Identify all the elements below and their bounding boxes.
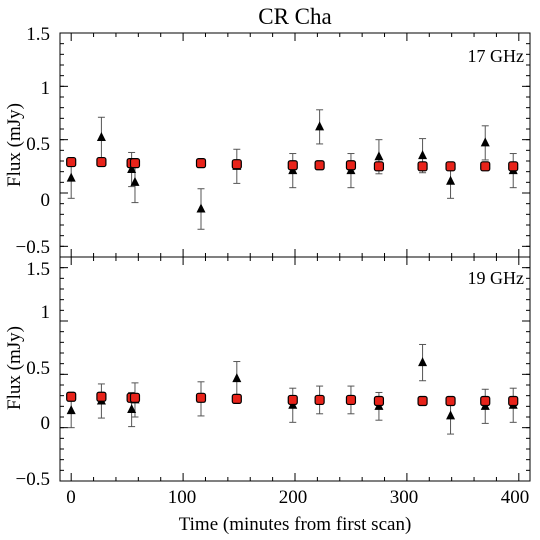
panel-17ghz-frame bbox=[59, 32, 531, 258]
triangle-point bbox=[127, 164, 137, 174]
square-point bbox=[66, 391, 77, 402]
y-tick-label: 0.5 bbox=[26, 358, 50, 379]
square-point bbox=[195, 392, 207, 403]
triangle-point bbox=[232, 373, 242, 383]
square-point bbox=[129, 158, 141, 169]
x-tick-label: 200 bbox=[279, 487, 308, 508]
square-point bbox=[508, 395, 519, 407]
square-point bbox=[508, 161, 519, 172]
square-point bbox=[195, 158, 207, 169]
y-tick-label: −0.5 bbox=[16, 237, 50, 258]
panel-19ghz-ticks bbox=[60, 257, 530, 482]
square-point bbox=[345, 160, 357, 171]
triangle-point bbox=[418, 150, 428, 160]
triangle-point bbox=[127, 404, 137, 414]
triangle-point bbox=[315, 121, 325, 131]
square-point bbox=[96, 391, 107, 402]
triangle-point bbox=[96, 132, 106, 142]
panel-17ghz-ticks bbox=[60, 32, 530, 257]
square-point bbox=[373, 161, 385, 172]
y-tick-label: 1 bbox=[41, 302, 51, 323]
panel-17ghz-label: 17 GHz bbox=[468, 46, 525, 66]
square-point bbox=[417, 161, 428, 172]
y-tick-label: 0 bbox=[41, 190, 51, 211]
y-tick-label: 1 bbox=[41, 78, 51, 99]
panel-17ghz-y-axis-label: Flux (mJy) bbox=[4, 103, 25, 187]
triangle-point bbox=[196, 203, 206, 213]
square-point bbox=[287, 394, 298, 406]
triangle-point bbox=[418, 357, 428, 367]
panel-19ghz-y-axis-label: Flux (mJy) bbox=[4, 326, 25, 410]
panel-19ghz-label: 19 GHz bbox=[468, 268, 525, 288]
x-tick-label: 300 bbox=[390, 487, 419, 508]
triangle-point bbox=[446, 175, 456, 185]
x-tick-label: 400 bbox=[501, 487, 530, 508]
square-point bbox=[373, 395, 385, 407]
y-tick-label: 0 bbox=[41, 413, 51, 434]
square-point bbox=[96, 156, 107, 168]
square-point bbox=[345, 394, 357, 406]
square-point bbox=[445, 395, 456, 407]
triangle-point bbox=[374, 151, 384, 161]
panel-19ghz-marks bbox=[66, 343, 519, 435]
square-point bbox=[314, 160, 325, 171]
square-point bbox=[287, 160, 298, 171]
x-tick-label: 0 bbox=[66, 487, 76, 508]
square-point bbox=[314, 394, 325, 406]
square-point bbox=[480, 395, 491, 407]
triangle-point bbox=[130, 176, 140, 186]
square-point bbox=[231, 159, 242, 170]
triangle-point bbox=[480, 137, 490, 147]
y-tick-label: 1.5 bbox=[26, 24, 50, 45]
square-point bbox=[231, 393, 242, 404]
x-axis-label: Time (minutes from first scan) bbox=[179, 514, 412, 535]
panel-17ghz-marks bbox=[66, 109, 519, 230]
panel-17ghz: 17 GHz 1.5 1 0.5 0 −0.5 Flux (mJy) bbox=[4, 24, 531, 258]
y-tick-label: 1.5 bbox=[26, 259, 50, 280]
square-point bbox=[66, 156, 77, 168]
triangle-point bbox=[66, 172, 76, 182]
chart-title: CR Cha bbox=[258, 4, 331, 29]
panel-19ghz-frame bbox=[59, 256, 531, 482]
square-point bbox=[129, 392, 141, 403]
panel-19ghz: 19 GHz 1.5 1 0.5 0 −0.5 Flux (mJy) bbox=[4, 256, 531, 490]
triangle-point bbox=[66, 405, 76, 415]
y-tick-label: 0.5 bbox=[26, 134, 50, 155]
y-tick-label: −0.5 bbox=[16, 469, 50, 490]
triangle-point bbox=[446, 410, 456, 420]
square-point bbox=[417, 395, 428, 407]
square-point bbox=[480, 161, 491, 172]
x-tick-label: 100 bbox=[168, 487, 197, 508]
square-point bbox=[445, 161, 456, 172]
